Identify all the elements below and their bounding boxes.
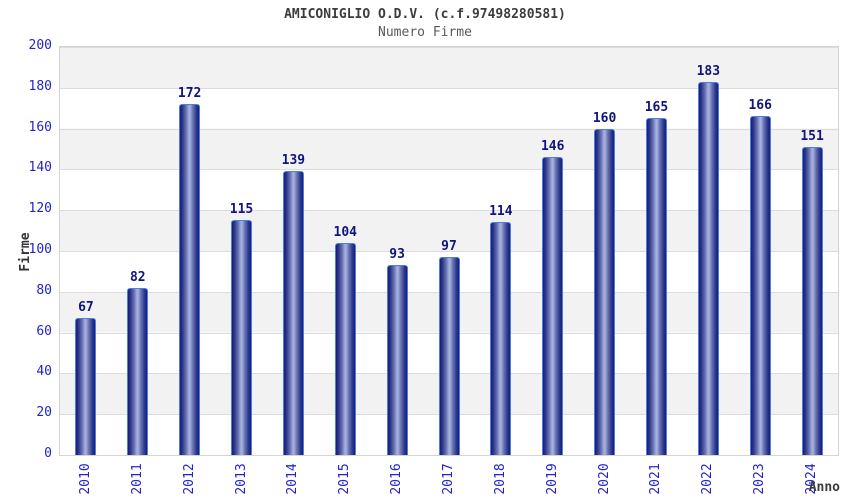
bar (179, 104, 201, 455)
x-tick-label: 2022 (700, 463, 716, 495)
gridline (60, 251, 838, 252)
y-tick-label: 20 (36, 405, 52, 421)
bar-value-label: 183 (696, 63, 721, 79)
x-tick-label: 2017 (441, 463, 456, 495)
x-tick-label: 2019 (544, 463, 560, 495)
plot-area: 67 82 172 115 139 104 93 97 114 146 160 165 183 166 15… (59, 46, 839, 456)
bar-value-label: 172 (177, 86, 202, 102)
bar (645, 118, 667, 455)
y-tick-label: 80 (36, 282, 52, 298)
y-tick-label: 140 (28, 160, 52, 176)
bar (490, 222, 512, 455)
gridline (60, 169, 838, 171)
bar-value-label: 139 (281, 153, 306, 169)
gridline (60, 47, 838, 48)
gridline (60, 128, 838, 130)
gridline (60, 87, 838, 89)
bar-value-label: 146 (540, 139, 565, 155)
y-tick-label: 60 (36, 323, 52, 339)
bar (334, 242, 356, 455)
x-tick-label: 2011 (129, 463, 145, 495)
x-tick-label: 2021 (648, 463, 664, 495)
bar-value-label: 93 (389, 247, 405, 263)
bar (801, 146, 823, 455)
chart-title: AMICONIGLIO O.D.V. (c.f.97498280581) (284, 7, 566, 22)
y-tick-label: 200 (28, 38, 52, 53)
x-tick-label: 2013 (233, 463, 249, 495)
bar-value-label: 115 (229, 202, 254, 218)
x-tick-label: 2018 (492, 463, 508, 495)
bar-value-label: 104 (333, 224, 357, 240)
x-tick-label: 2014 (285, 463, 301, 495)
bar-value-label: 165 (644, 100, 669, 116)
y-tick-label: 100 (28, 242, 52, 257)
x-tick-label: 2015 (337, 463, 353, 495)
chart-subtitle: Numero Firme (378, 25, 472, 40)
x-tick-label: 2016 (389, 463, 405, 495)
bar-value-label: 97 (441, 239, 457, 255)
x-axis-title: Anno (808, 480, 840, 495)
bar (282, 171, 304, 455)
y-tick-label: 160 (28, 119, 52, 135)
bar (697, 81, 719, 455)
y-tick-label: 180 (28, 78, 52, 94)
bar-value-label: 151 (800, 128, 824, 144)
bar (542, 157, 564, 455)
gridline (60, 210, 838, 212)
y-tick-label: 40 (36, 364, 52, 380)
x-tick-label: 2010 (77, 463, 93, 495)
y-tick-label: 0 (44, 446, 52, 461)
x-tick-label: 2012 (181, 463, 197, 495)
bar (386, 265, 408, 455)
x-tick-label: 2020 (596, 463, 612, 495)
bar (231, 220, 253, 455)
bar-value-label: 114 (489, 204, 513, 220)
y-axis-title: Firme (18, 232, 33, 272)
x-tick-label: 2023 (752, 463, 768, 495)
bar-value-label: 67 (78, 300, 94, 316)
bar (127, 287, 149, 455)
bar-value-label: 166 (748, 98, 772, 114)
bar-value-label: 160 (592, 110, 617, 126)
bar (75, 318, 97, 455)
y-tick-label: 120 (28, 201, 52, 217)
bar (749, 116, 771, 455)
bar (438, 257, 460, 455)
bar (594, 128, 616, 455)
bar-value-label: 82 (129, 269, 146, 285)
